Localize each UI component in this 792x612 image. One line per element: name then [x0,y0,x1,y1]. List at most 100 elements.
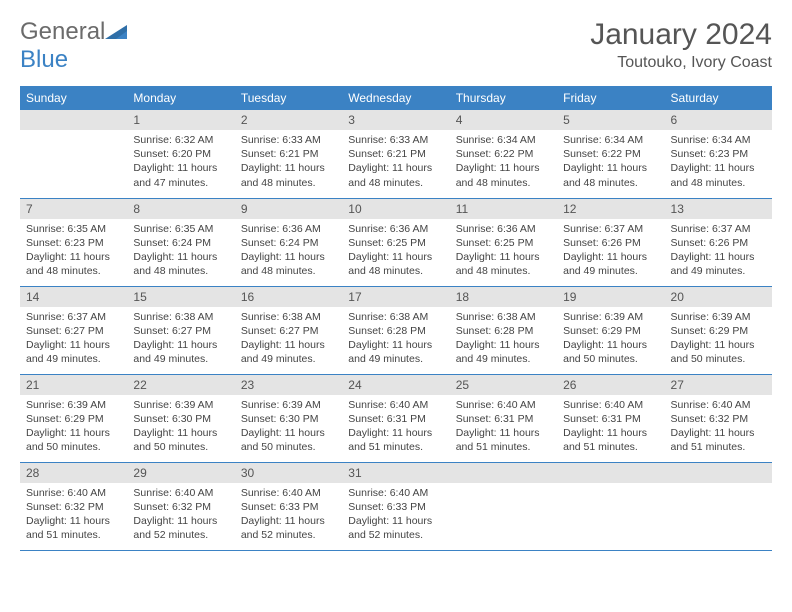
day-details: Sunrise: 6:40 AMSunset: 6:31 PMDaylight:… [450,395,557,461]
day-details: Sunrise: 6:35 AMSunset: 6:23 PMDaylight:… [20,219,127,285]
calendar-cell: 9Sunrise: 6:36 AMSunset: 6:24 PMDaylight… [235,198,342,286]
calendar-week-row: 1Sunrise: 6:32 AMSunset: 6:20 PMDaylight… [20,110,772,198]
calendar-cell: 21Sunrise: 6:39 AMSunset: 6:29 PMDayligh… [20,374,127,462]
day-details: Sunrise: 6:40 AMSunset: 6:32 PMDaylight:… [665,395,772,461]
calendar-cell: 13Sunrise: 6:37 AMSunset: 6:26 PMDayligh… [665,198,772,286]
day-number [450,463,557,483]
day-details: Sunrise: 6:38 AMSunset: 6:27 PMDaylight:… [127,307,234,373]
calendar-cell: 28Sunrise: 6:40 AMSunset: 6:32 PMDayligh… [20,462,127,550]
day-number: 22 [127,375,234,395]
day-number: 23 [235,375,342,395]
day-number: 3 [342,110,449,130]
day-details: Sunrise: 6:39 AMSunset: 6:30 PMDaylight:… [127,395,234,461]
day-number: 28 [20,463,127,483]
calendar-cell: 16Sunrise: 6:38 AMSunset: 6:27 PMDayligh… [235,286,342,374]
logo: General Blue [20,18,127,74]
calendar-cell: 3Sunrise: 6:33 AMSunset: 6:21 PMDaylight… [342,110,449,198]
calendar-week-row: 7Sunrise: 6:35 AMSunset: 6:23 PMDaylight… [20,198,772,286]
calendar-cell: 11Sunrise: 6:36 AMSunset: 6:25 PMDayligh… [450,198,557,286]
calendar-cell: 4Sunrise: 6:34 AMSunset: 6:22 PMDaylight… [450,110,557,198]
day-details: Sunrise: 6:34 AMSunset: 6:23 PMDaylight:… [665,130,772,196]
day-details: Sunrise: 6:38 AMSunset: 6:28 PMDaylight:… [450,307,557,373]
day-number: 27 [665,375,772,395]
day-details: Sunrise: 6:38 AMSunset: 6:27 PMDaylight:… [235,307,342,373]
day-number: 10 [342,199,449,219]
calendar-cell: 31Sunrise: 6:40 AMSunset: 6:33 PMDayligh… [342,462,449,550]
calendar-cell: 29Sunrise: 6:40 AMSunset: 6:32 PMDayligh… [127,462,234,550]
day-details: Sunrise: 6:40 AMSunset: 6:32 PMDaylight:… [20,483,127,549]
calendar-cell [450,462,557,550]
weekday-header: Thursday [450,86,557,110]
day-details: Sunrise: 6:34 AMSunset: 6:22 PMDaylight:… [557,130,664,196]
day-details: Sunrise: 6:39 AMSunset: 6:30 PMDaylight:… [235,395,342,461]
day-details: Sunrise: 6:33 AMSunset: 6:21 PMDaylight:… [235,130,342,196]
day-number: 8 [127,199,234,219]
calendar-cell: 17Sunrise: 6:38 AMSunset: 6:28 PMDayligh… [342,286,449,374]
day-number: 15 [127,287,234,307]
day-number: 2 [235,110,342,130]
day-details: Sunrise: 6:36 AMSunset: 6:24 PMDaylight:… [235,219,342,285]
day-number [665,463,772,483]
day-details: Sunrise: 6:40 AMSunset: 6:31 PMDaylight:… [342,395,449,461]
calendar-cell [665,462,772,550]
day-number: 4 [450,110,557,130]
month-title: January 2024 [590,18,772,52]
day-number: 11 [450,199,557,219]
day-details: Sunrise: 6:37 AMSunset: 6:27 PMDaylight:… [20,307,127,373]
day-number: 5 [557,110,664,130]
weekday-header: Friday [557,86,664,110]
day-details: Sunrise: 6:40 AMSunset: 6:33 PMDaylight:… [342,483,449,549]
day-number [557,463,664,483]
calendar-cell: 18Sunrise: 6:38 AMSunset: 6:28 PMDayligh… [450,286,557,374]
calendar-cell: 6Sunrise: 6:34 AMSunset: 6:23 PMDaylight… [665,110,772,198]
day-details: Sunrise: 6:40 AMSunset: 6:31 PMDaylight:… [557,395,664,461]
day-number: 18 [450,287,557,307]
day-details: Sunrise: 6:39 AMSunset: 6:29 PMDaylight:… [20,395,127,461]
day-details: Sunrise: 6:37 AMSunset: 6:26 PMDaylight:… [557,219,664,285]
calendar-cell: 8Sunrise: 6:35 AMSunset: 6:24 PMDaylight… [127,198,234,286]
calendar-cell: 20Sunrise: 6:39 AMSunset: 6:29 PMDayligh… [665,286,772,374]
day-details: Sunrise: 6:33 AMSunset: 6:21 PMDaylight:… [342,130,449,196]
calendar-cell [557,462,664,550]
day-details: Sunrise: 6:39 AMSunset: 6:29 PMDaylight:… [665,307,772,373]
day-number: 20 [665,287,772,307]
day-number: 7 [20,199,127,219]
day-details: Sunrise: 6:36 AMSunset: 6:25 PMDaylight:… [450,219,557,285]
day-details: Sunrise: 6:36 AMSunset: 6:25 PMDaylight:… [342,219,449,285]
weekday-header: Monday [127,86,234,110]
day-details: Sunrise: 6:35 AMSunset: 6:24 PMDaylight:… [127,219,234,285]
day-details: Sunrise: 6:37 AMSunset: 6:26 PMDaylight:… [665,219,772,285]
calendar-cell: 30Sunrise: 6:40 AMSunset: 6:33 PMDayligh… [235,462,342,550]
calendar-cell: 22Sunrise: 6:39 AMSunset: 6:30 PMDayligh… [127,374,234,462]
title-block: January 2024 Toutouko, Ivory Coast [590,18,772,72]
calendar-cell: 7Sunrise: 6:35 AMSunset: 6:23 PMDaylight… [20,198,127,286]
day-details: Sunrise: 6:38 AMSunset: 6:28 PMDaylight:… [342,307,449,373]
calendar-table: SundayMondayTuesdayWednesdayThursdayFrid… [20,86,772,551]
day-details: Sunrise: 6:32 AMSunset: 6:20 PMDaylight:… [127,130,234,196]
calendar-cell: 10Sunrise: 6:36 AMSunset: 6:25 PMDayligh… [342,198,449,286]
day-number: 1 [127,110,234,130]
day-number: 26 [557,375,664,395]
day-number: 16 [235,287,342,307]
calendar-week-row: 21Sunrise: 6:39 AMSunset: 6:29 PMDayligh… [20,374,772,462]
day-number: 19 [557,287,664,307]
day-number [20,110,127,130]
header: General Blue January 2024 Toutouko, Ivor… [20,18,772,74]
day-details: Sunrise: 6:40 AMSunset: 6:32 PMDaylight:… [127,483,234,549]
day-number: 25 [450,375,557,395]
calendar-cell: 14Sunrise: 6:37 AMSunset: 6:27 PMDayligh… [20,286,127,374]
weekday-header: Saturday [665,86,772,110]
day-number: 21 [20,375,127,395]
weekday-header: Tuesday [235,86,342,110]
day-number: 24 [342,375,449,395]
day-number: 14 [20,287,127,307]
calendar-cell: 23Sunrise: 6:39 AMSunset: 6:30 PMDayligh… [235,374,342,462]
location: Toutouko, Ivory Coast [590,54,772,72]
day-number: 29 [127,463,234,483]
calendar-cell: 25Sunrise: 6:40 AMSunset: 6:31 PMDayligh… [450,374,557,462]
day-number: 12 [557,199,664,219]
calendar-body: 1Sunrise: 6:32 AMSunset: 6:20 PMDaylight… [20,110,772,550]
day-number: 13 [665,199,772,219]
calendar-cell: 5Sunrise: 6:34 AMSunset: 6:22 PMDaylight… [557,110,664,198]
day-number: 30 [235,463,342,483]
